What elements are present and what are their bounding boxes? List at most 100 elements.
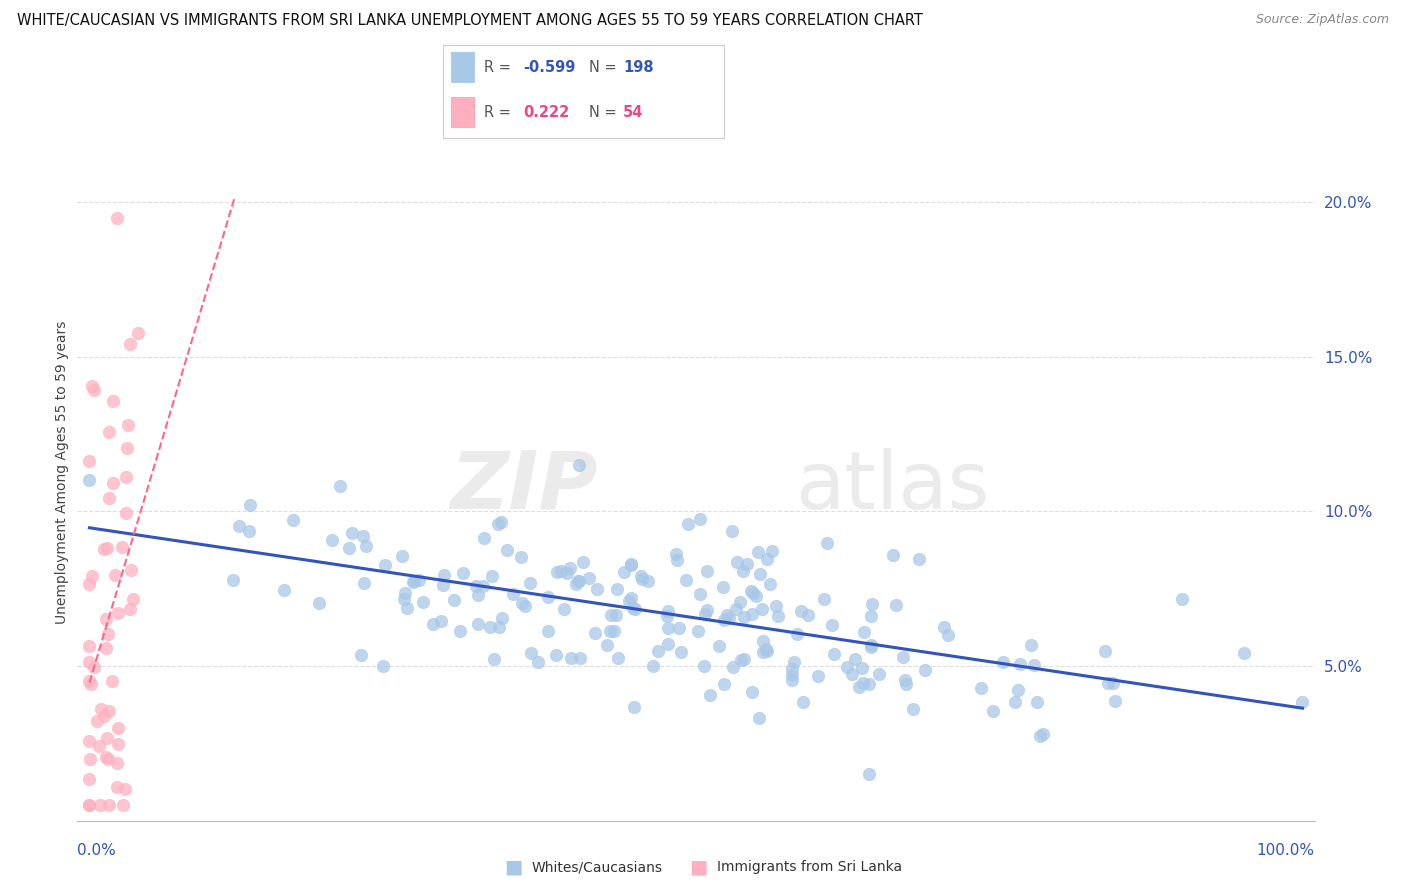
Point bbox=[868, 667, 890, 681]
Point bbox=[934, 620, 956, 634]
Point bbox=[568, 574, 591, 589]
Point bbox=[742, 586, 765, 600]
Point bbox=[96, 541, 118, 555]
Point bbox=[1104, 694, 1126, 708]
Point bbox=[725, 555, 748, 569]
Point bbox=[1171, 592, 1194, 607]
Point bbox=[527, 655, 550, 669]
Point bbox=[546, 565, 568, 579]
Point bbox=[578, 570, 600, 584]
Point bbox=[896, 676, 918, 690]
Point bbox=[780, 668, 803, 682]
Point bbox=[630, 569, 652, 583]
Point bbox=[790, 603, 813, 617]
Point bbox=[780, 662, 803, 676]
Point bbox=[780, 673, 803, 687]
Text: N =: N = bbox=[589, 105, 617, 120]
Point bbox=[617, 594, 640, 608]
Text: 54: 54 bbox=[623, 105, 643, 120]
Point bbox=[502, 587, 524, 601]
Point bbox=[464, 579, 486, 593]
Point bbox=[537, 624, 560, 639]
Point bbox=[1291, 695, 1313, 709]
Point bbox=[745, 589, 768, 603]
Point bbox=[394, 586, 416, 600]
Point bbox=[741, 607, 763, 621]
Point bbox=[572, 555, 595, 569]
Point bbox=[443, 593, 465, 607]
Point bbox=[914, 663, 936, 677]
Point bbox=[568, 458, 591, 472]
Point bbox=[813, 592, 835, 607]
Point bbox=[1032, 727, 1054, 741]
Point bbox=[120, 602, 142, 616]
Point bbox=[761, 544, 783, 558]
Point bbox=[79, 798, 101, 813]
Point bbox=[844, 651, 866, 665]
Point bbox=[860, 609, 883, 624]
Point bbox=[748, 567, 770, 582]
Point bbox=[107, 721, 129, 735]
Point bbox=[568, 650, 591, 665]
Point bbox=[655, 609, 678, 624]
Point bbox=[693, 659, 716, 673]
Point bbox=[713, 580, 735, 594]
Point bbox=[752, 633, 775, 648]
Point bbox=[741, 685, 763, 699]
Point bbox=[101, 475, 124, 490]
Point bbox=[657, 622, 679, 636]
Point bbox=[553, 601, 575, 615]
Point bbox=[228, 519, 250, 533]
Point bbox=[467, 616, 489, 631]
Point bbox=[352, 529, 374, 543]
Point bbox=[537, 590, 560, 604]
Point bbox=[105, 211, 128, 225]
Point bbox=[747, 545, 769, 559]
Text: Immigrants from Sri Lanka: Immigrants from Sri Lanka bbox=[717, 860, 903, 874]
Text: N =: N = bbox=[589, 60, 617, 75]
Point bbox=[101, 674, 124, 689]
Point bbox=[1097, 675, 1119, 690]
Point bbox=[606, 582, 628, 596]
Point bbox=[79, 640, 101, 654]
Point bbox=[696, 603, 718, 617]
Point bbox=[560, 560, 582, 574]
Point bbox=[107, 780, 129, 794]
Point bbox=[665, 547, 688, 561]
Point bbox=[765, 599, 787, 613]
Point bbox=[467, 588, 489, 602]
Point bbox=[97, 627, 120, 641]
Point bbox=[105, 756, 128, 770]
Point bbox=[1029, 729, 1052, 743]
Text: -0.599: -0.599 bbox=[523, 60, 575, 75]
Point bbox=[835, 660, 858, 674]
Point bbox=[79, 655, 101, 669]
Point bbox=[709, 639, 731, 653]
Point bbox=[718, 611, 741, 625]
Point bbox=[239, 498, 262, 512]
Point bbox=[430, 615, 453, 629]
Point bbox=[1007, 683, 1029, 698]
Point bbox=[901, 702, 924, 716]
Point bbox=[112, 797, 135, 812]
Text: 100.0%: 100.0% bbox=[1257, 843, 1315, 858]
Point bbox=[647, 644, 669, 658]
Point bbox=[83, 383, 105, 397]
Point bbox=[392, 592, 415, 607]
Point bbox=[668, 621, 690, 635]
Point bbox=[882, 548, 904, 562]
Point bbox=[337, 541, 360, 555]
Point bbox=[725, 602, 748, 616]
Point bbox=[104, 567, 127, 582]
Text: R =: R = bbox=[484, 60, 510, 75]
Point bbox=[730, 653, 752, 667]
Point bbox=[665, 553, 688, 567]
Point bbox=[607, 651, 630, 665]
Point bbox=[354, 540, 377, 554]
Point bbox=[733, 610, 755, 624]
FancyBboxPatch shape bbox=[451, 97, 474, 127]
Point bbox=[1094, 644, 1116, 658]
Point bbox=[716, 607, 738, 622]
Point bbox=[731, 564, 754, 578]
Point bbox=[321, 533, 343, 548]
